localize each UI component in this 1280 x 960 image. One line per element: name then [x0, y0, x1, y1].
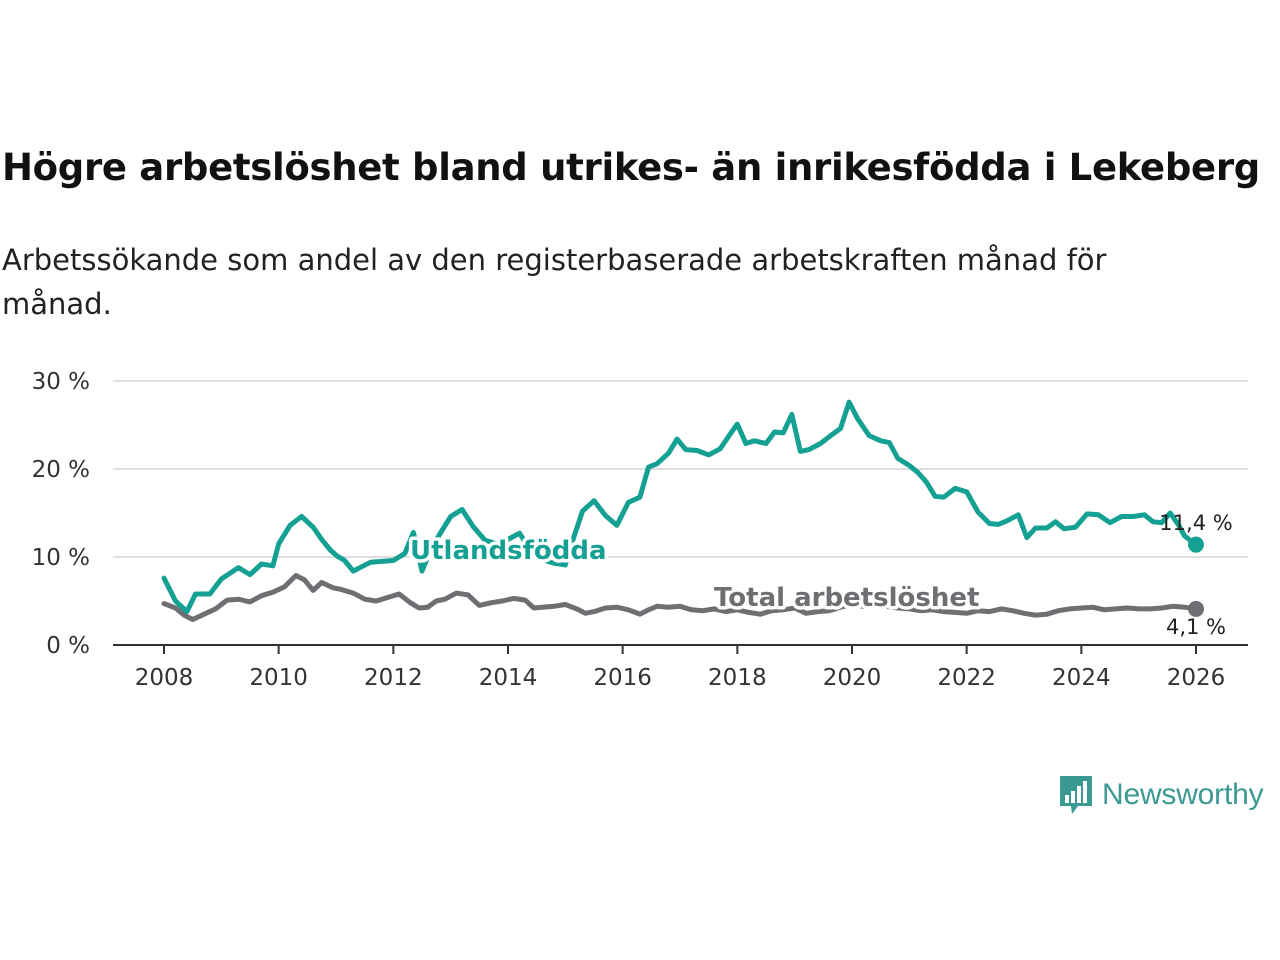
- grid-lines: 0 % 10 % 20 % 30 %: [32, 369, 1248, 659]
- brand-name: Newsworthy: [1102, 778, 1264, 811]
- newsworthy-logo-icon: [1060, 776, 1092, 814]
- x-tick-label: 2016: [593, 665, 652, 691]
- series-line-total: [161, 573, 1199, 622]
- x-tick-label: 2010: [249, 665, 308, 691]
- y-tick-label: 0 %: [46, 633, 90, 659]
- y-tick-label: 30 %: [32, 369, 90, 395]
- x-tick-label: 2018: [708, 665, 767, 691]
- series-lines: [161, 399, 1204, 622]
- chart-title: Högre arbetslöshet bland utrikes- än inr…: [2, 146, 1260, 189]
- x-tick-label: 2012: [364, 665, 423, 691]
- end-value-label-foreign: 11,4 %: [1159, 511, 1232, 535]
- x-tick-label: 2024: [1052, 665, 1111, 691]
- chart-labels: Utlandsfödda Total arbetslöshet 11,4 % 4,1 …: [407, 511, 1233, 639]
- x-tick-label: 2014: [479, 665, 538, 691]
- series-label-utlandsfodda: Utlandsfödda: [410, 536, 607, 566]
- end-point-total: [1188, 600, 1204, 617]
- chart-subtitle: Arbetssökande som andel av den registerb…: [2, 243, 1107, 321]
- x-tick-label: 2020: [823, 665, 882, 691]
- x-tick-label: 2022: [937, 665, 996, 691]
- x-axis: 2008 2010 2012 2014 2016 2018 2020 2022 2024 2026: [113, 644, 1248, 691]
- series-line-foreign: [161, 399, 1199, 615]
- y-tick-label: 10 %: [32, 545, 90, 571]
- series-label-total: Total arbetslöshet: [714, 583, 979, 613]
- y-tick-label: 20 %: [32, 457, 90, 483]
- newsworthy-logo: Newsworthy: [1058, 772, 1264, 818]
- end-point-foreign: [1188, 536, 1204, 553]
- end-value-label-total: 4,1 %: [1166, 615, 1226, 639]
- x-tick-label: 2026: [1167, 665, 1226, 691]
- x-tick-label: 2008: [135, 665, 194, 691]
